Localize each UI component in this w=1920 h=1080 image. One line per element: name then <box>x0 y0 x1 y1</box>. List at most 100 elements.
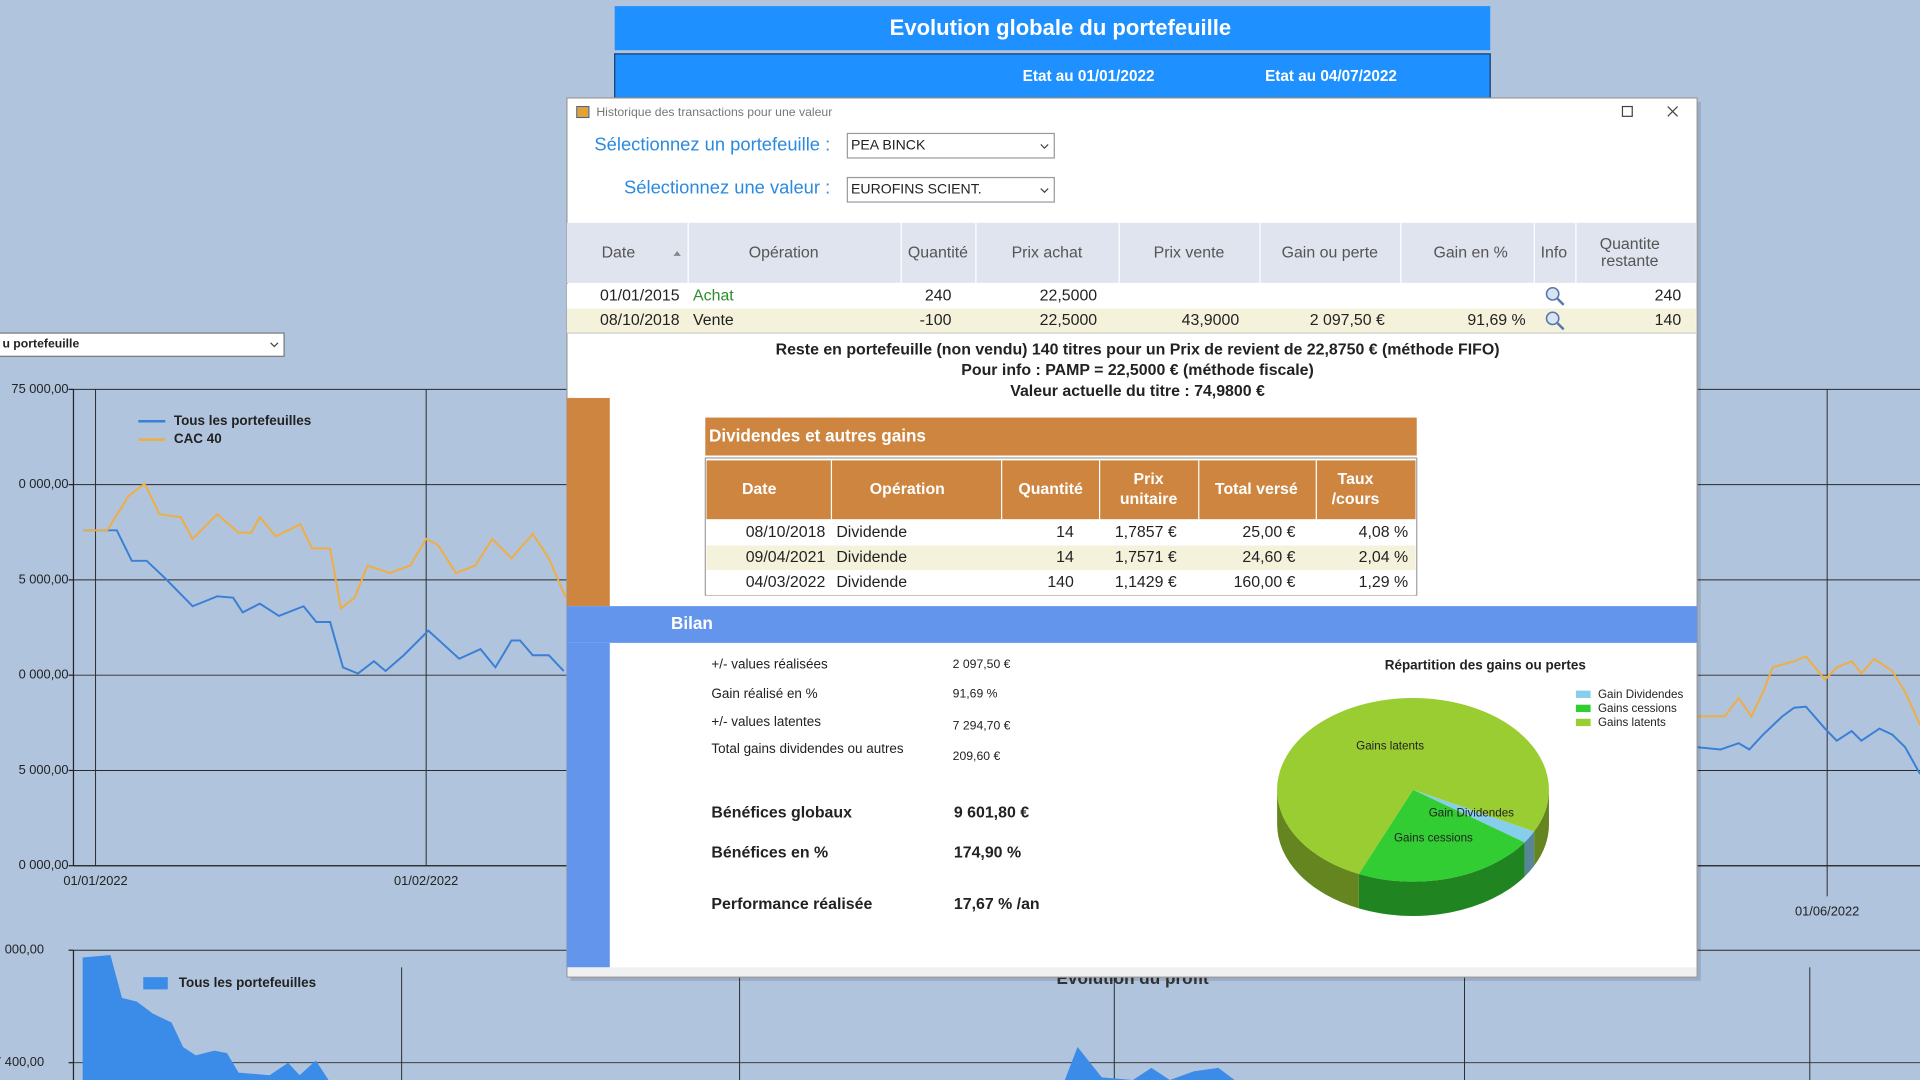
legend-label: Gains latents <box>1598 716 1666 729</box>
column-header: Taux <box>1338 471 1374 488</box>
area <box>82 954 1235 1080</box>
legend-swatch <box>1575 718 1591 727</box>
portfolio-select[interactable] <box>846 132 1055 159</box>
dividends-title: Dividendes et autres gains <box>709 426 926 446</box>
column-header: Date <box>602 245 636 262</box>
pie-side-shade <box>1534 789 1549 866</box>
column-header: restante <box>1601 253 1659 270</box>
bilan-total-value: 9 601,80 € <box>954 804 1029 821</box>
table-cell: 1,29 % <box>1359 574 1409 591</box>
sort-arrow <box>673 251 681 256</box>
column-header: Prix achat <box>1012 245 1083 262</box>
close-button[interactable] <box>1667 106 1678 117</box>
y-tick-label: 5 000,00 <box>19 571 69 586</box>
table-cell: 25,00 € <box>1242 524 1295 541</box>
column-header: Gain en % <box>1433 245 1507 262</box>
column-header: Quantité <box>908 245 968 262</box>
column-header: Gain ou perte <box>1282 245 1379 262</box>
info-icon[interactable] <box>1545 286 1560 301</box>
bilan-label: Gain réalisé en % <box>711 686 817 701</box>
table-cell: 14 <box>1056 549 1074 566</box>
legend-label: CAC 40 <box>174 431 222 446</box>
bilan-value: 2 097,50 € <box>953 657 1011 671</box>
table-cell: 1,1429 € <box>1115 574 1177 591</box>
bilan-label: +/- values latentes <box>711 714 821 729</box>
summary-line: Reste en portefeuille (non vendu) 140 ti… <box>776 341 1500 358</box>
table-cell: 08/10/2018 <box>600 312 680 329</box>
legend-swatch <box>1575 704 1591 713</box>
summary-line: Valeur actuelle du titre : 74,9800 € <box>1010 383 1265 400</box>
dividends-title-bar <box>705 417 1417 456</box>
bilan-total-label: Performance réalisée <box>711 896 872 913</box>
table-cell: 140 <box>1655 312 1682 329</box>
column-header: Info <box>1541 245 1568 262</box>
legend-label: Gains cessions <box>1598 702 1677 715</box>
table-cell: 14 <box>1056 524 1074 541</box>
pie-slice <box>1358 789 1525 882</box>
bilan-value: 7 294,70 € <box>953 718 1011 732</box>
pie-slice-side <box>1524 831 1535 877</box>
x-tick-label: 01/06/2022 <box>1795 904 1859 919</box>
column-header: Quantite <box>1600 236 1660 253</box>
bilan-strip <box>566 642 610 968</box>
pie-slice-side <box>1277 789 1359 909</box>
header-bar <box>614 6 1491 51</box>
y-tick-label: 75 000,00 <box>11 381 68 396</box>
y-tick-label: 7 400,00 <box>0 1054 44 1069</box>
x-tick-label: 01/02/2022 <box>394 873 458 888</box>
background-window: Evolution globale du portefeuille Etat au… <box>0 6 1920 1080</box>
table-row <box>566 308 1696 334</box>
table-cell: 1,7857 € <box>1115 524 1177 541</box>
summary-line: Pour info : PAMP = 22,5000 € (méthode fi… <box>961 362 1314 379</box>
table-cell: 43,9000 <box>1182 312 1240 329</box>
dialog-window: Historique des transactions pour une val… <box>566 97 1701 981</box>
table-cell: 2 097,50 € <box>1310 312 1385 329</box>
portfolio-dropdown[interactable] <box>0 332 285 357</box>
bilan-label: Total gains dividendes ou autres <box>711 741 903 756</box>
column-header: Quantité <box>1018 481 1083 498</box>
column-header: Prix <box>1134 471 1164 488</box>
table-row <box>706 570 1416 596</box>
bilan-total-value: 174,90 % <box>954 845 1021 862</box>
dropdown-chevron <box>1040 188 1049 194</box>
table-cell: 91,69 % <box>1467 312 1525 329</box>
value-select[interactable] <box>846 176 1055 203</box>
dividends-strip <box>566 397 610 607</box>
chart-title: Répartition des gains ou pertes <box>1385 658 1586 673</box>
window-title: Historique des transactions pour une val… <box>596 105 832 119</box>
table-cell: 24,60 € <box>1242 549 1295 566</box>
portfolio-dropdown-text: u portefeuille <box>2 336 79 350</box>
column-header: Opération <box>870 481 945 498</box>
pie-side-shade <box>1358 842 1525 916</box>
pie-slice <box>1277 697 1549 875</box>
table-cell: -100 <box>920 312 952 329</box>
y-tick-label: 0 000,00 <box>19 476 69 491</box>
status-strip <box>567 967 1697 977</box>
table-row <box>706 545 1416 570</box>
table-cell: 2,04 % <box>1359 549 1409 566</box>
maximize-button[interactable] <box>1621 105 1633 117</box>
header-title: Evolution globale du portefeuille <box>890 15 1232 40</box>
legend-label: Tous les portefeuilles <box>179 975 316 990</box>
table-row <box>566 284 1696 309</box>
pie-side-shade <box>1524 831 1535 877</box>
line <box>83 482 567 611</box>
column-header: /cours <box>1332 491 1380 508</box>
column-header: Date <box>742 481 777 498</box>
portfolio-select-text: PEA BINCK <box>851 136 926 152</box>
bilan-total-value: 17,67 % /an <box>954 896 1040 913</box>
dropdown-chevron <box>270 342 279 348</box>
legend-swatch <box>143 977 168 990</box>
bilan-value: 209,60 € <box>953 749 1001 763</box>
state-bar <box>614 53 1491 99</box>
pie-label: Gains latents <box>1356 740 1424 753</box>
table-cell: Dividende <box>836 549 907 566</box>
pie-slice-side <box>1358 842 1525 916</box>
info-icon[interactable] <box>1545 311 1560 326</box>
value-select-text: EUROFINS SCIENT. <box>851 181 982 197</box>
legend-label: Gain Dividendes <box>1598 688 1683 701</box>
y-tick-label: 5 000,00 <box>19 762 69 777</box>
table-cell: 08/10/2018 <box>746 524 826 541</box>
state-end: Etat au 04/07/2022 <box>1265 68 1397 85</box>
